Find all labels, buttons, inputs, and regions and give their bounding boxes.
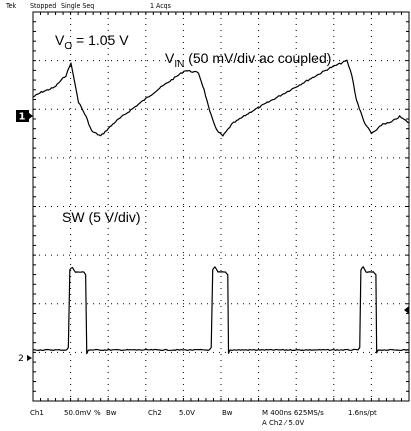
graticule <box>32 11 410 402</box>
trigger-level-marker <box>404 306 409 314</box>
footer-ch1-label: Ch1 <box>30 409 44 417</box>
footer-ch1-scale: 50.0mV <box>64 409 91 417</box>
footer-ch2-scale: 5.0V <box>179 409 195 417</box>
vin-rest: (50 mV/div ac coupled) <box>184 50 331 66</box>
traces <box>32 59 410 355</box>
vo-sub: O <box>64 41 72 52</box>
sw-annotation: SW (5 V/div) <box>62 209 141 225</box>
footer-ch2-label: Ch2 <box>148 409 162 417</box>
vo-annotation: VO = 1.05 V <box>55 32 129 52</box>
footer-ch2-bw: Bw <box>222 409 233 417</box>
ch1-marker-label: 1 <box>19 112 26 123</box>
footer-ch1-coupling: % <box>94 409 101 417</box>
vo-rest: = 1.05 V <box>72 32 129 48</box>
ch2-marker: 2 <box>18 354 32 364</box>
vo-main: V <box>55 32 65 48</box>
ch2-marker-label: 2 <box>18 354 24 364</box>
vin-sub: IN <box>174 59 184 70</box>
footer-ch1-bw: Bw <box>106 409 117 417</box>
footer-resolution: 1.6ns/pt <box>348 409 377 417</box>
ch1-marker: 1 <box>16 110 33 123</box>
vin-trace <box>32 59 410 137</box>
header-state: Stopped <box>30 2 56 10</box>
footer-trigger: A Ch2 ⁄ 5.0V <box>262 419 305 427</box>
vin-main: V <box>165 50 175 66</box>
header-brand: Tek <box>5 2 17 10</box>
header-acquisitions: 1 Acqs <box>150 2 171 10</box>
sw-trace <box>32 266 410 355</box>
header-mode: Single Seq <box>61 2 94 10</box>
footer-timebase: M 400ns 625MS/s <box>262 409 324 417</box>
vin-annotation: VIN (50 mV/div ac coupled) <box>165 50 331 70</box>
